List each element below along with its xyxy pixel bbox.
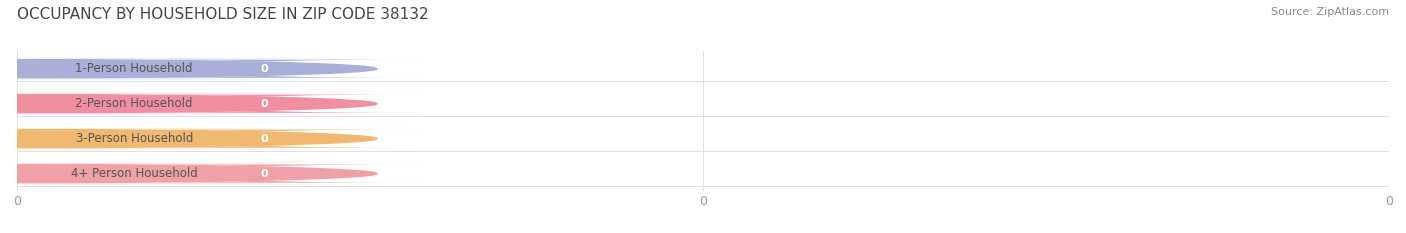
Circle shape [0, 95, 377, 113]
FancyBboxPatch shape [0, 93, 408, 115]
FancyBboxPatch shape [25, 95, 243, 113]
Text: 3-Person Household: 3-Person Household [76, 132, 193, 145]
Text: OCCUPANCY BY HOUSEHOLD SIZE IN ZIP CODE 38132: OCCUPANCY BY HOUSEHOLD SIZE IN ZIP CODE … [17, 7, 429, 22]
Text: 2-Person Household: 2-Person Household [76, 97, 193, 110]
FancyBboxPatch shape [0, 58, 408, 80]
Text: 0: 0 [260, 134, 267, 144]
FancyBboxPatch shape [107, 95, 420, 113]
FancyBboxPatch shape [25, 60, 243, 78]
Text: 0: 0 [260, 169, 267, 178]
FancyBboxPatch shape [0, 128, 408, 150]
Text: 4+ Person Household: 4+ Person Household [70, 167, 198, 180]
Text: Source: ZipAtlas.com: Source: ZipAtlas.com [1271, 7, 1389, 17]
FancyBboxPatch shape [107, 130, 420, 148]
FancyBboxPatch shape [107, 60, 420, 78]
Text: 0: 0 [260, 99, 267, 109]
Circle shape [0, 130, 377, 148]
Circle shape [0, 60, 377, 78]
Text: 0: 0 [260, 64, 267, 74]
Text: 1-Person Household: 1-Person Household [76, 62, 193, 75]
Circle shape [0, 164, 377, 183]
FancyBboxPatch shape [107, 164, 420, 183]
FancyBboxPatch shape [25, 130, 243, 148]
FancyBboxPatch shape [0, 163, 408, 185]
FancyBboxPatch shape [25, 164, 243, 183]
